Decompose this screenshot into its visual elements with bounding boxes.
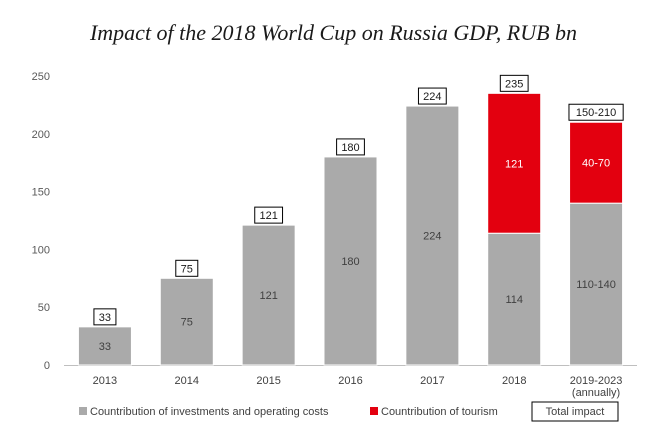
total-label-box [499, 74, 529, 92]
bar-label-investments: 121 [259, 290, 277, 302]
x-tick-label: 2015 [256, 375, 280, 387]
legend-label-investments: Countribution of investments and operati… [90, 406, 329, 418]
bar-label-investments: 180 [341, 256, 359, 268]
bar-tourism [569, 121, 624, 204]
x-tick-label: 2018 [502, 375, 526, 387]
total-label: 75 [181, 263, 193, 275]
x-tick-label: (annually) [572, 387, 620, 399]
total-label-box [254, 206, 284, 224]
y-tick-label: 150 [32, 187, 50, 199]
bar-label-investments: 224 [423, 231, 441, 243]
legend-label-total: Total impact [546, 406, 605, 418]
total-label-box [568, 103, 624, 121]
total-label-box [175, 259, 199, 277]
y-tick-label: 250 [32, 71, 50, 83]
legend-swatch-investments [79, 407, 87, 415]
chart-title: Impact of the 2018 World Cup on Russia G… [89, 20, 578, 45]
total-label: 150-210 [576, 107, 616, 119]
y-tick-label: 50 [38, 302, 50, 314]
total-label-box [336, 138, 365, 156]
total-label: 224 [423, 91, 441, 103]
y-tick-label: 200 [32, 129, 50, 141]
bar-label-investments: 114 [505, 294, 523, 306]
bar-investments [405, 105, 460, 366]
total-label: 121 [259, 210, 277, 222]
x-tick-label: 2019-2023 [570, 375, 623, 387]
x-tick-label: 2016 [338, 375, 362, 387]
bar-investments [77, 326, 132, 366]
bar-label-tourism: 121 [505, 158, 523, 170]
y-tick-label: 0 [44, 360, 50, 372]
legend-label-tourism: Countribution of tourism [381, 406, 498, 418]
bar-label-tourism: 40-70 [582, 158, 610, 170]
total-label: 33 [99, 312, 111, 324]
bar-investments [323, 156, 378, 366]
y-tick-label: 100 [32, 244, 50, 256]
bar-investments [159, 277, 214, 366]
x-tick-label: 2017 [420, 375, 444, 387]
bar-tourism [487, 92, 542, 234]
legend-swatch-total [531, 401, 619, 422]
total-label-box [93, 308, 117, 326]
x-tick-label: 2013 [93, 375, 117, 387]
total-label: 180 [341, 142, 359, 154]
bar-label-investments: 110-140 [576, 279, 616, 291]
bar-label-investments: 33 [99, 341, 111, 353]
legend-swatch-tourism [370, 407, 378, 415]
bar-investments [487, 232, 542, 366]
bar-investments [241, 224, 296, 366]
x-tick-label: 2014 [175, 375, 199, 387]
total-label: 235 [505, 78, 523, 90]
bar-label-investments: 75 [181, 317, 193, 329]
total-label-box [417, 87, 447, 105]
